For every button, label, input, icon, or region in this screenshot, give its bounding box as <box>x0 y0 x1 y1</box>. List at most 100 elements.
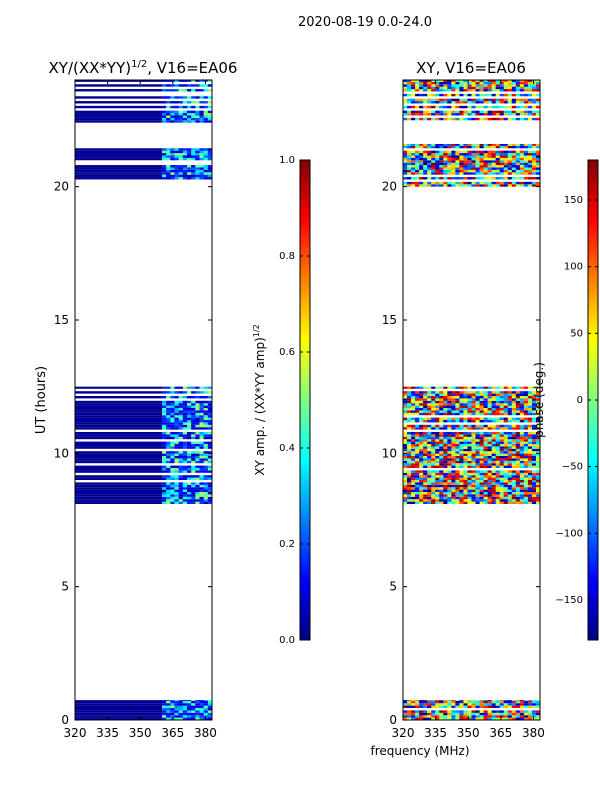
heatmap-cell <box>451 715 456 718</box>
heatmap-cell <box>203 420 209 423</box>
heatmap-cell <box>439 712 444 716</box>
heatmap-cell <box>483 451 489 454</box>
heatmap-cell <box>515 84 521 87</box>
heatmap-cell <box>451 458 456 461</box>
heatmap-cell <box>419 475 424 478</box>
heatmap-cell <box>523 453 529 456</box>
heatmap-cell <box>475 101 480 104</box>
heatmap-cell <box>507 144 513 146</box>
heatmap-cell <box>182 460 188 464</box>
heatmap-cell <box>507 391 513 394</box>
heatmap-cell <box>519 475 525 478</box>
heatmap-cell <box>515 393 521 396</box>
heatmap-cell <box>199 405 205 408</box>
heatmap-cell <box>419 145 424 149</box>
heatmap-cell <box>431 162 436 166</box>
heatmap-cell <box>531 444 537 447</box>
heatmap-cell <box>419 396 424 399</box>
heatmap-cell <box>511 81 517 85</box>
heatmap-cell <box>535 501 540 504</box>
heatmap-cell <box>451 710 456 713</box>
heatmap-cell <box>467 460 472 464</box>
heatmap-cell <box>439 456 444 459</box>
heatmap-cell <box>207 177 212 180</box>
heatmap-cell <box>499 181 505 185</box>
heatmap-cell <box>463 703 468 706</box>
heatmap-cell <box>459 412 464 416</box>
heatmap-cell <box>178 482 184 485</box>
heatmap-cell <box>519 110 525 114</box>
heatmap-cell <box>491 489 497 492</box>
heatmap-cell <box>195 84 200 87</box>
heatmap-cell <box>475 169 480 173</box>
heatmap-cell <box>511 400 517 404</box>
heatmap-cell <box>495 482 501 485</box>
heatmap-cell <box>483 484 489 488</box>
heatmap-cell <box>495 436 501 440</box>
heatmap-row <box>75 470 162 473</box>
heatmap-cell <box>411 427 416 430</box>
heatmap-cell <box>439 184 444 187</box>
heatmap-cell <box>531 432 537 435</box>
heatmap-cell <box>503 700 509 701</box>
heatmap-cell <box>463 400 468 404</box>
heatmap-cell <box>511 501 517 504</box>
heatmap-cell <box>475 162 480 166</box>
heatmap-cell <box>479 393 484 396</box>
heatmap-cell <box>511 492 517 495</box>
heatmap-cell <box>455 448 460 452</box>
heatmap-cell <box>519 489 525 492</box>
heatmap-cell <box>415 434 420 437</box>
heatmap-cell <box>182 451 188 454</box>
x-tick-label: 380 <box>522 726 545 740</box>
heatmap-cell <box>427 444 432 447</box>
heatmap-cell <box>199 172 205 175</box>
heatmap-cell <box>427 398 432 401</box>
heatmap-cell <box>407 80 412 82</box>
heatmap-cell <box>487 405 493 408</box>
heatmap-cell <box>407 492 412 495</box>
heatmap-cell <box>459 470 464 473</box>
heatmap-cell <box>451 165 456 168</box>
heatmap-cell <box>511 712 517 716</box>
heatmap-cell <box>199 700 205 701</box>
heatmap-cell <box>455 444 460 447</box>
heatmap-cell <box>207 496 212 500</box>
heatmap-cell <box>531 487 537 490</box>
heatmap-cell <box>495 84 501 87</box>
heatmap-cell <box>495 456 501 459</box>
heatmap-cell <box>507 480 513 483</box>
heatmap-cell <box>471 501 476 504</box>
heatmap-cell <box>471 492 476 495</box>
heatmap-cell <box>435 436 440 440</box>
heatmap-cell <box>435 460 440 464</box>
heatmap-cell <box>178 492 184 495</box>
heatmap-cell <box>403 150 408 154</box>
heatmap-cell <box>523 705 529 708</box>
heatmap-cell <box>523 477 529 480</box>
heatmap-cell <box>495 700 501 701</box>
heatmap-cell <box>415 460 420 464</box>
heatmap-cell <box>487 101 493 104</box>
heatmap-cell <box>455 463 460 466</box>
heatmap-cell <box>191 80 196 82</box>
heatmap-cell <box>479 439 484 442</box>
heatmap-cell <box>182 415 188 418</box>
heatmap-cell <box>463 86 468 90</box>
heatmap-cell <box>186 710 192 713</box>
heatmap-cell <box>411 172 416 175</box>
heatmap-cell <box>467 475 472 478</box>
heatmap-cell <box>195 172 200 175</box>
heatmap-cell <box>411 184 416 187</box>
heatmap-cell <box>483 93 489 97</box>
heatmap-cell <box>431 424 436 428</box>
heatmap-cell <box>182 157 188 161</box>
heatmap-cell <box>199 89 205 92</box>
heatmap-cell <box>423 432 428 435</box>
heatmap-cell <box>523 167 529 170</box>
heatmap-cell <box>166 494 171 497</box>
heatmap-cell <box>499 400 505 404</box>
heatmap-cell <box>427 715 432 718</box>
heatmap-cell <box>203 465 209 468</box>
heatmap-cell <box>523 177 529 180</box>
